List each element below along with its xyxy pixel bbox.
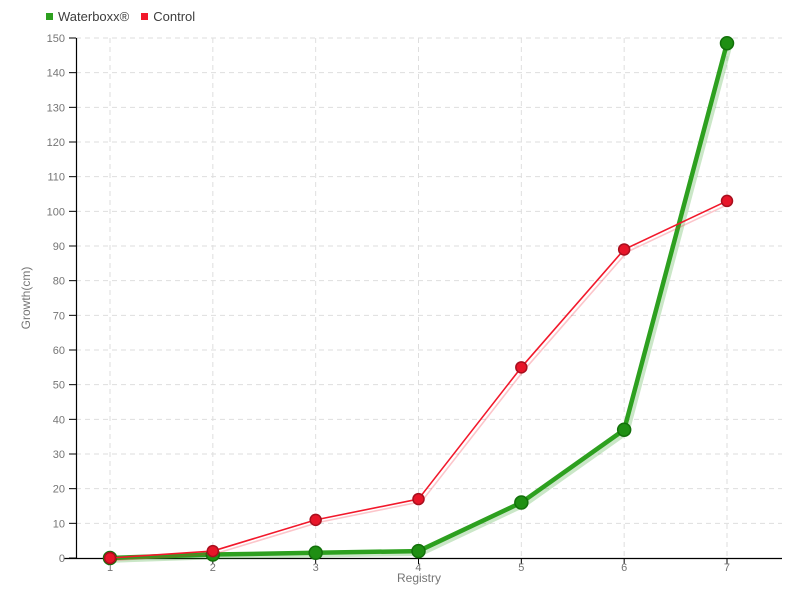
legend-label-control: Control	[153, 9, 196, 24]
waterboxx-swatch-icon	[46, 13, 53, 20]
point-waterboxx-3	[308, 545, 323, 561]
y-tick-label: 50	[53, 380, 65, 392]
y-tick-label: 0	[59, 553, 65, 565]
y-tick-label: 100	[47, 206, 65, 218]
y-tick-label: 40	[53, 414, 65, 426]
point-control-3	[309, 513, 322, 527]
y-tick-label: 140	[47, 68, 65, 80]
point-control-2	[206, 544, 220, 558]
y-axis-title: Growth(cm)	[19, 267, 33, 330]
x-axis-title: Registry	[397, 571, 441, 585]
x-tick-label: 7	[724, 562, 730, 574]
x-tick-label: 5	[518, 562, 524, 574]
x-tick-label: 2	[210, 562, 216, 574]
control-swatch-icon	[141, 13, 149, 20]
point-control-4	[412, 492, 425, 506]
y-tick-label: 60	[53, 345, 65, 357]
point-control-6	[617, 243, 631, 256]
series-shadow-waterboxx	[112, 45, 733, 563]
legend-item-waterboxx[interactable]: Waterboxx®	[46, 10, 129, 23]
x-tick-label: 6	[621, 562, 627, 574]
y-tick-label: 80	[53, 276, 65, 288]
y-tick-label: 20	[53, 484, 65, 496]
x-tick-label: 4	[415, 562, 421, 574]
point-control-5	[515, 361, 528, 374]
legend-label-waterboxx: Waterboxx®	[58, 9, 130, 24]
y-tick-label: 90	[53, 241, 65, 253]
y-tick-label: 70	[53, 310, 65, 322]
y-tick-label: 130	[47, 102, 65, 114]
x-tick-label: 3	[313, 562, 319, 574]
y-tick-label: 110	[47, 172, 65, 184]
point-waterboxx-7	[719, 35, 735, 51]
y-tick-label: 30	[53, 449, 65, 461]
y-tick-label: 120	[47, 137, 65, 149]
legend-item-control[interactable]: Control	[141, 10, 195, 23]
point-control-7	[720, 194, 734, 208]
point-control-1	[103, 551, 117, 565]
point-waterboxx-4	[411, 543, 426, 559]
legend: Waterboxx® Control	[46, 10, 195, 23]
point-waterboxx-6	[616, 422, 632, 437]
x-tick-label: 1	[107, 562, 113, 574]
y-tick-label: 10	[53, 518, 65, 530]
y-tick-label: 150	[47, 33, 65, 45]
point-waterboxx-5	[514, 495, 529, 510]
